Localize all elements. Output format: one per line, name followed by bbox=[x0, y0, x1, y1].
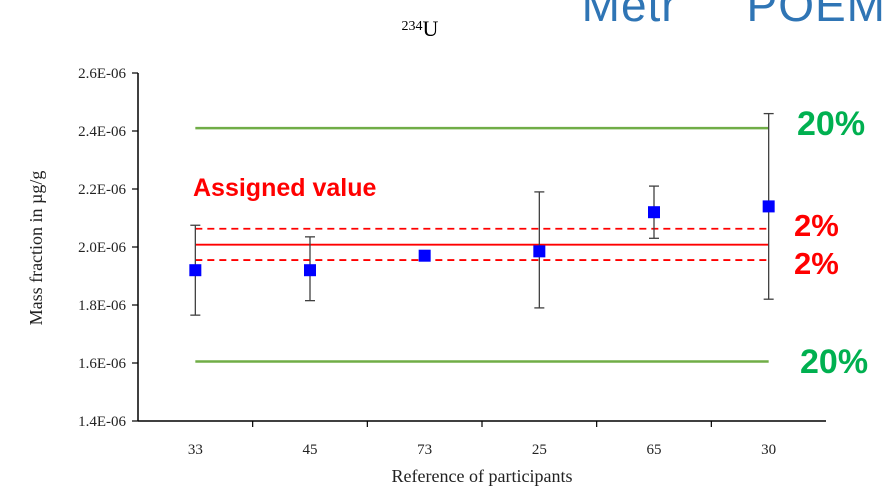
x-tick-label: 30 bbox=[761, 442, 776, 458]
x-tick-label: 73 bbox=[417, 442, 432, 458]
chart-title-superscript: 234 bbox=[402, 19, 423, 34]
y-tick-label: 2.4E-06 bbox=[78, 124, 126, 140]
data-point bbox=[648, 206, 660, 219]
outer-band-lower-annotation: 20% bbox=[800, 343, 868, 381]
chart-title: 234U bbox=[402, 16, 439, 41]
outer-band-upper-annotation: 20% bbox=[797, 105, 865, 143]
x-axis-label: Reference of participants bbox=[392, 466, 573, 486]
data-point bbox=[304, 264, 316, 277]
metropoem-logo: Metr POEM bbox=[581, 0, 886, 31]
y-axis-label: Mass fraction in µg/g bbox=[26, 171, 46, 326]
inner-band-upper-annotation: 2% bbox=[794, 208, 839, 243]
y-tick-label: 2.0E-06 bbox=[78, 240, 126, 256]
y-tick-label: 1.4E-06 bbox=[78, 414, 126, 430]
assigned-value-annotation: Assigned value bbox=[193, 174, 376, 202]
plot-area: 1.4E-06 1.6E-06 1.8E-06 2.0E-06 2.2E-06 2.4E-… bbox=[78, 66, 826, 458]
data-point bbox=[533, 245, 546, 258]
inner-band-lower-annotation: 2% bbox=[794, 246, 839, 281]
data-point bbox=[762, 200, 775, 213]
y-tick-label: 1.6E-06 bbox=[78, 356, 126, 372]
x-tick-label: 25 bbox=[532, 442, 547, 458]
chart-title-main: U bbox=[423, 16, 439, 41]
data-point bbox=[189, 264, 202, 277]
x-tick-label: 45 bbox=[303, 442, 318, 458]
y-tick-label: 1.8E-06 bbox=[78, 298, 126, 314]
y-tick-label: 2.2E-06 bbox=[78, 182, 126, 198]
y-tick-label: 2.6E-06 bbox=[78, 66, 126, 82]
x-tick-label: 65 bbox=[647, 442, 662, 458]
x-tick-label: 33 bbox=[188, 442, 203, 458]
data-point bbox=[418, 249, 431, 262]
